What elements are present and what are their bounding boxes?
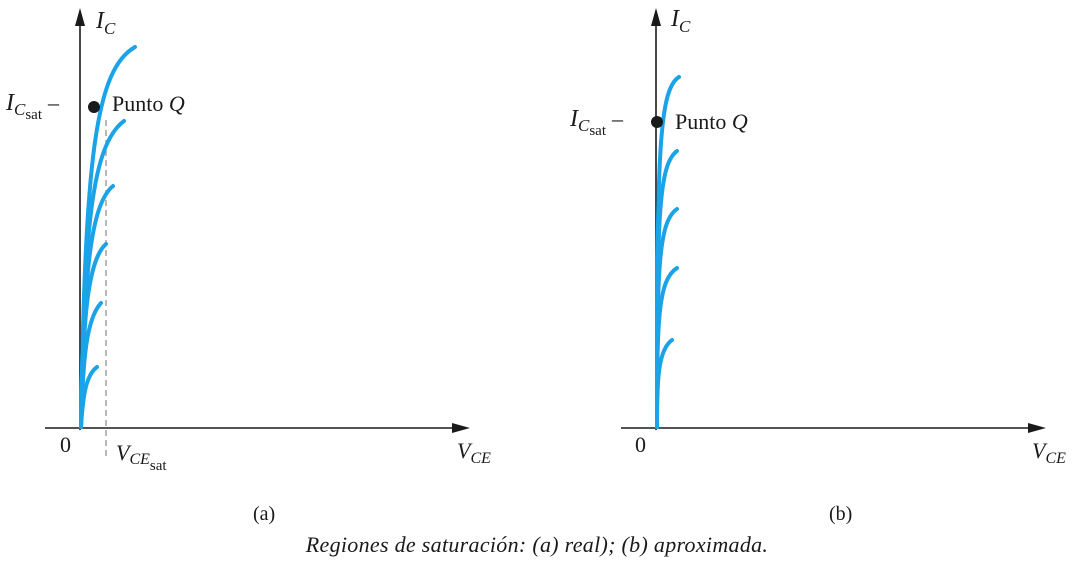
panel-a-y-axis-arrow <box>75 8 85 26</box>
panel-a-curve-6 <box>79 45 137 429</box>
panel-b-curve-5 <box>655 75 681 429</box>
panel-a: IC ICsat – Punto Q 0 VCEsat VCE (a) <box>5 8 491 525</box>
saturation-regions-figure: IC ICsat – Punto Q 0 VCEsat VCE (a) <box>5 6 1066 525</box>
panel-a-q-point-label: Punto Q <box>112 91 185 116</box>
panel-a-x-axis-arrow <box>452 423 470 433</box>
panel-b-vce-label: VCE <box>1032 438 1066 467</box>
panel-a-q-point-marker <box>88 101 100 113</box>
panel-a-origin-label: 0 <box>60 432 71 457</box>
panel-a-vce-label: VCE <box>457 438 491 467</box>
figure-caption: Regiones de saturación: (a) real); (b) a… <box>305 532 769 557</box>
panel-a-label: (a) <box>253 503 275 525</box>
panel-a-vce-sat-label: VCEsat <box>116 440 167 474</box>
panel-a-collector-curves <box>79 45 137 429</box>
panel-b: IC ICsat – Punto Q 0 VCE (b) <box>569 6 1066 525</box>
panel-a-ic-sat-label: ICsat – <box>5 90 60 123</box>
panel-b-ic-sat-label: ICsat – <box>569 106 624 139</box>
panel-b-label: (b) <box>829 503 852 525</box>
panel-b-y-axis-arrow <box>651 8 661 26</box>
panel-b-q-point-marker <box>651 116 663 128</box>
panel-b-collector-curves <box>655 75 681 429</box>
panel-b-x-axis-arrow <box>1028 423 1046 433</box>
panel-b-origin-label: 0 <box>635 432 646 457</box>
panel-a-ic-label: IC <box>95 8 116 38</box>
panel-b-ic-label: IC <box>670 6 691 36</box>
panel-b-q-point-label: Punto Q <box>675 109 748 134</box>
